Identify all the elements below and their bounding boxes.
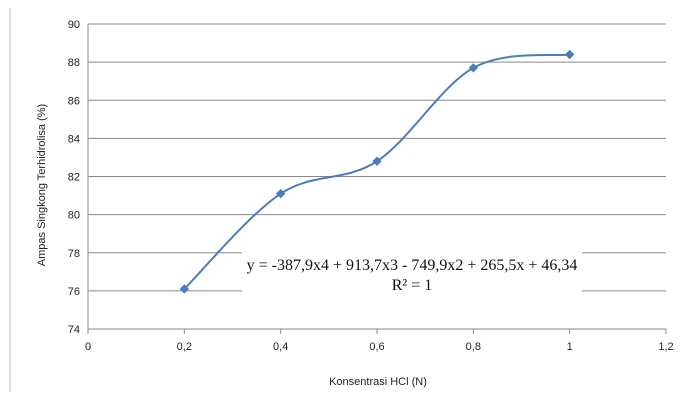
x-tick-label: 1,2	[658, 341, 673, 353]
y-tick-label: 76	[68, 286, 80, 298]
x-axis-title: Konsentrasi HCl (N)	[329, 376, 427, 388]
data-point-marker	[566, 51, 574, 59]
x-tick-label: 0,4	[273, 341, 288, 353]
y-tick-label: 74	[68, 324, 80, 336]
x-tick-label: 0,2	[177, 341, 192, 353]
y-tick-label: 82	[68, 172, 80, 184]
y-tick-label: 78	[68, 248, 80, 260]
x-tick-label: 1	[567, 341, 573, 353]
y-tick-label: 86	[68, 95, 80, 107]
y-tick-label: 80	[68, 210, 80, 222]
x-tick-label: 0	[85, 341, 91, 353]
y-tick-label: 90	[68, 19, 80, 31]
y-tick-labels: 74 76 78 80 82 84 86 88 90	[68, 19, 80, 336]
x-tick-label: 0,8	[466, 341, 481, 353]
y-tick-label: 88	[68, 57, 80, 69]
x-tick-label: 0,6	[369, 341, 384, 353]
trendline-equation: y = -387,9x4 + 913,7x3 - 749,9x2 + 265,5…	[247, 257, 578, 274]
y-axis-title: Ampas Singkong Terhidrolisa (%)	[36, 104, 48, 266]
x-tick-labels: 0 0,2 0,4 0,6 0,8 1 1,2	[85, 341, 674, 353]
y-tick-label: 84	[68, 133, 80, 145]
trendline-r-squared: R² = 1	[392, 277, 433, 294]
